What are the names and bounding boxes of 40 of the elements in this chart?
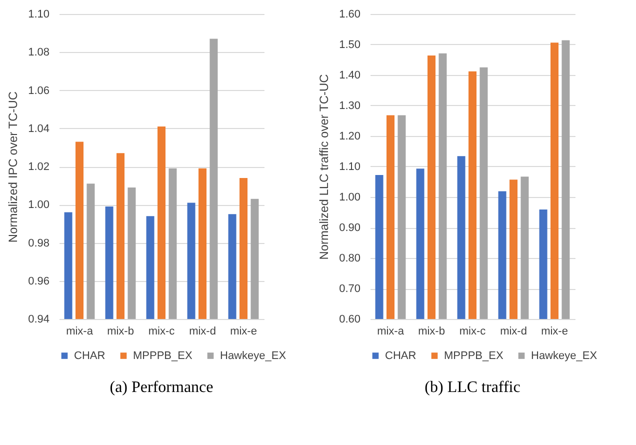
x-tick-label: mix-a (377, 326, 405, 338)
y-tick-label: 1.00 (339, 192, 360, 204)
legend-label: MPPPB_EX (133, 350, 193, 362)
y-tick-label: 1.50 (339, 39, 360, 51)
y-tick-label: 1.30 (339, 100, 360, 112)
y-tick-label: 0.96 (28, 275, 50, 288)
x-tick-label: mix-c (459, 326, 486, 338)
y-tick-label: 1.10 (339, 161, 360, 173)
y-tick-label: 1.06 (28, 84, 50, 97)
y-tick-label: 0.60 (339, 314, 360, 326)
y-tick-label: 1.60 (339, 8, 360, 20)
legend-label: Hawkeye_EX (220, 350, 287, 362)
y-axis-title: Normalized LLC traffic over TC-UC (317, 74, 332, 260)
x-tick-label: mix-c (148, 326, 176, 338)
x-tick-label: mix-b (107, 326, 134, 338)
x-tick-label: mix-b (418, 326, 445, 338)
y-tick-label: 1.00 (28, 199, 50, 212)
y-tick-label: 1.08 (28, 46, 50, 59)
y-tick-label: 0.70 (339, 283, 360, 295)
text: (b) LLC traffic (424, 379, 520, 396)
y-tick-label: 0.80 (339, 252, 360, 264)
x-tick-label: mix-d (189, 326, 216, 338)
y-tick-label: 0.94 (28, 314, 50, 326)
y-tick-label: 1.10 (28, 8, 50, 20)
y-tick-label: 0.98 (28, 237, 50, 250)
y-tick-label: 1.02 (28, 161, 50, 173)
legend-label: MPPPB_EX (444, 350, 504, 362)
x-tick-label: mix-e (541, 326, 568, 338)
x-tick-label: mix-e (230, 326, 257, 338)
x-tick-label: mix-a (66, 326, 94, 338)
y-tick-label: 1.40 (339, 70, 360, 82)
legend-label: CHAR (385, 350, 416, 362)
legend-label: Hawkeye_EX (531, 350, 598, 362)
text: (a) Performance (110, 379, 214, 396)
y-tick-label: 1.04 (28, 122, 50, 135)
y-tick-label: 1.20 (339, 130, 360, 142)
legend-label: CHAR (74, 350, 106, 362)
y-axis-title: Normalized IPC over TC-UC (6, 91, 20, 243)
y-tick-label: 0.90 (339, 222, 360, 234)
x-tick-label: mix-d (500, 326, 527, 338)
